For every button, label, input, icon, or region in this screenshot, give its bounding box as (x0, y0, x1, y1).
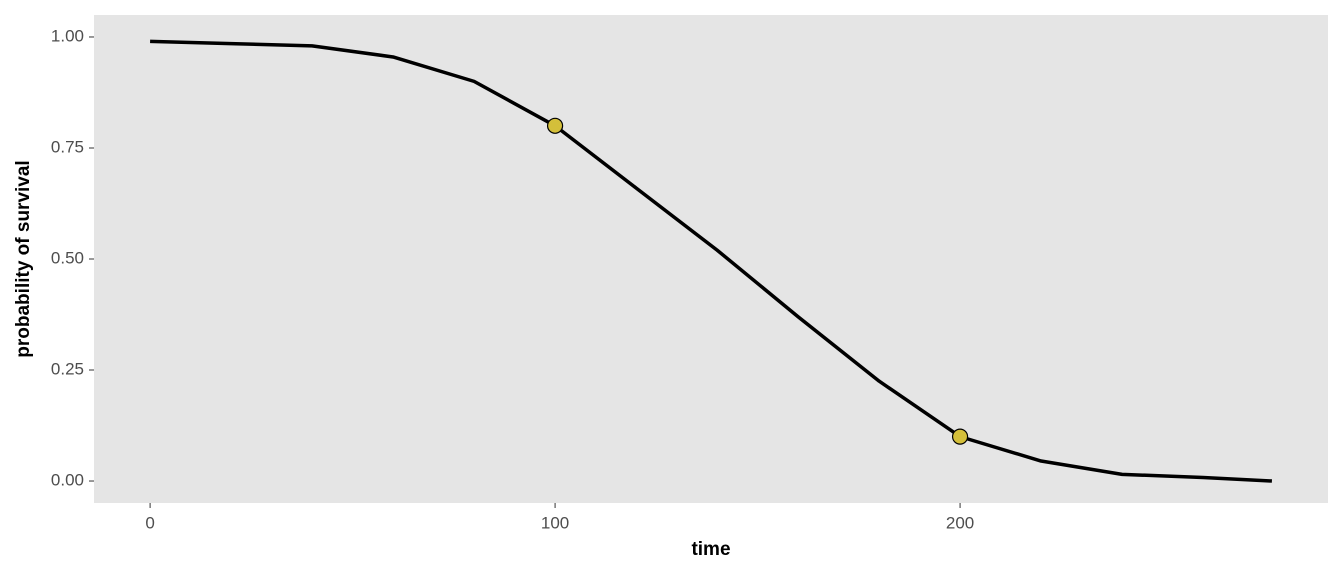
y-tick-label: 0.50 (51, 248, 84, 267)
data-point (546, 117, 564, 134)
x-tick-label: 200 (946, 513, 974, 532)
y-tick-label: 0.00 (51, 471, 84, 490)
y-axis-title: probability of survival (13, 160, 34, 357)
survival-line (150, 39, 1273, 483)
plot-panel (94, 15, 1328, 503)
y-tick-label: 0.25 (51, 359, 84, 378)
data-point (951, 428, 969, 445)
x-axis-title: time (691, 539, 730, 560)
x-tick-label: 100 (541, 513, 569, 532)
y-tick-label: 1.00 (51, 26, 84, 45)
y-tick-label: 0.75 (51, 137, 84, 156)
x-tick-label: 0 (145, 513, 154, 532)
